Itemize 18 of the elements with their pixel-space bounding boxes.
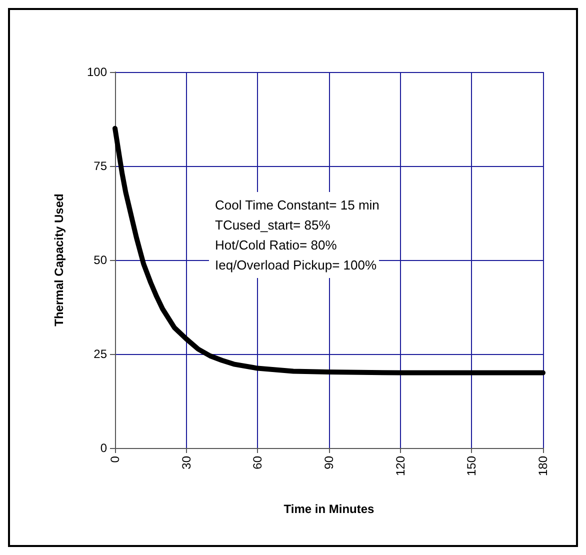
x-tick-label: 0 (108, 456, 122, 463)
x-tick-label: 30 (179, 456, 194, 470)
y-tick-label: 25 (94, 347, 108, 361)
x-tick-label: 90 (322, 456, 336, 470)
y-tick-label: 100 (86, 65, 108, 79)
annotation: Ieq/Overload Pickup= 100% (215, 258, 377, 272)
x-tick-label: 120 (393, 456, 408, 476)
annotation: TCused_start= 85% (215, 218, 331, 232)
annotation: Cool Time Constant= 15 min (215, 198, 380, 212)
annotation: Hot/Cold Ratio= 80% (215, 238, 338, 252)
x-tick-label: 150 (464, 456, 479, 476)
y-axis-title: Thermal Capacity Used (52, 194, 66, 326)
y-tick-label: 50 (94, 253, 108, 267)
y-tick-label: 75 (94, 159, 108, 173)
y-tick-label: 0 (100, 441, 108, 455)
x-tick-label: 60 (250, 456, 265, 470)
x-axis-title: Time in Minutes (284, 502, 375, 516)
x-tick-label: 180 (536, 456, 550, 476)
